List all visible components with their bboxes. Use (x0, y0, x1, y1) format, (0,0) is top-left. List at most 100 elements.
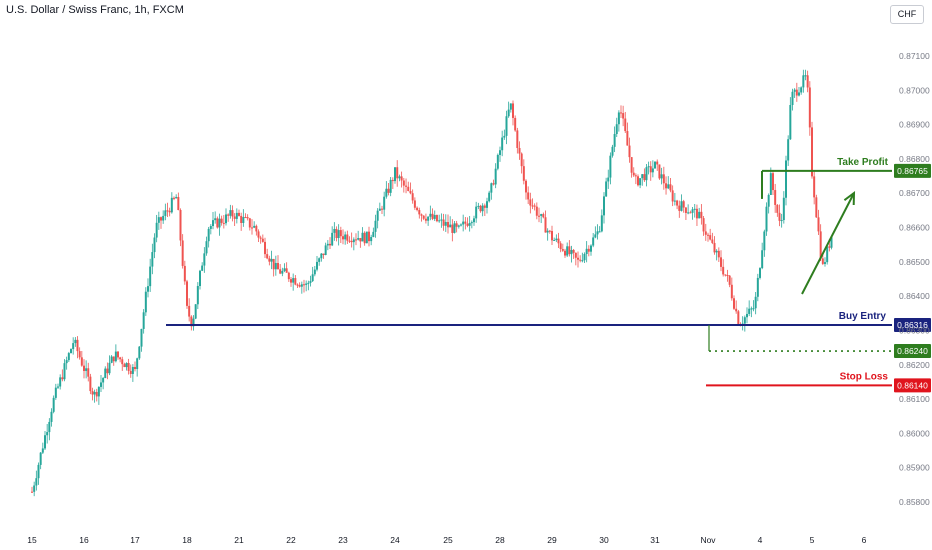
candle-body (776, 204, 779, 213)
candle-body (311, 274, 314, 282)
candle-body (294, 278, 297, 285)
candle-body (259, 237, 262, 239)
candle-body (431, 213, 434, 219)
candle-body (754, 296, 757, 309)
candle-body (274, 263, 277, 270)
candle-body (494, 168, 497, 185)
candle-body (106, 368, 109, 374)
candle-body (787, 139, 790, 161)
candle-body (649, 166, 652, 173)
candle-body (72, 343, 75, 350)
candle-body (383, 196, 386, 210)
candle-body (162, 215, 165, 221)
candle-body (74, 339, 77, 344)
candle-body (57, 386, 59, 388)
candle-body (153, 237, 156, 253)
candle-body (287, 272, 290, 280)
candle-body (190, 316, 193, 327)
candle-body (647, 166, 650, 168)
candle-body (722, 266, 725, 275)
candle-body (626, 131, 629, 146)
candle-body (553, 239, 556, 241)
candle-body (140, 328, 143, 347)
candle-body (225, 214, 227, 224)
candle-body (637, 176, 639, 186)
candle-body (359, 238, 362, 242)
price-axis: 0.85800 0.85900 0.86000 0.86100 0.86200 0.863… (899, 51, 930, 507)
candle-body (285, 268, 288, 273)
candle-body (546, 230, 549, 233)
candle-body (396, 167, 399, 179)
time-tick-label: 6 (862, 535, 867, 545)
candle-body (607, 177, 610, 182)
candle-body (695, 208, 698, 219)
candle-body (709, 235, 712, 240)
candle-body (767, 194, 770, 207)
candle-body (481, 205, 484, 212)
level-price-box (894, 317, 931, 332)
candle-body (350, 240, 353, 243)
candle-body (83, 365, 85, 371)
currency-button[interactable]: CHF (890, 5, 924, 24)
candle-body (548, 230, 551, 232)
candle-body (750, 308, 753, 310)
price-tick-label: 0.86800 (899, 154, 930, 164)
time-tick-label: 18 (182, 535, 192, 545)
candle-body (270, 258, 273, 262)
candle-body (138, 346, 141, 359)
candle-body (590, 245, 592, 252)
candle-body (479, 205, 482, 212)
candle-body (700, 211, 703, 219)
candle-body (46, 432, 49, 436)
candle-body (333, 228, 336, 233)
candle-body (181, 240, 184, 266)
price-tick-label: 0.85800 (899, 497, 930, 507)
candle-body (87, 368, 90, 377)
candle-body (622, 113, 625, 119)
candle-body (235, 212, 238, 219)
candle-body (78, 351, 81, 358)
candle-body (800, 87, 803, 93)
candle-body (789, 104, 792, 140)
candle-body (572, 249, 575, 253)
candle-body (142, 312, 145, 329)
candle-body (782, 197, 785, 221)
candle-body (748, 308, 751, 314)
candle-body (583, 253, 586, 261)
candle-body (733, 298, 735, 309)
candle-body (464, 221, 467, 224)
candle-body (110, 356, 113, 363)
candle-body (268, 258, 271, 262)
candle-body (255, 225, 258, 232)
candle-body (518, 147, 521, 154)
candle-body (329, 243, 331, 246)
candle-body (233, 216, 236, 219)
candle-body (307, 282, 310, 284)
candle-body (368, 231, 370, 242)
candle-body (357, 238, 360, 240)
candle-body (806, 75, 809, 88)
candle-body (123, 364, 126, 368)
candle-body (39, 452, 42, 465)
candle-body (352, 239, 355, 243)
candle-body (451, 224, 454, 233)
candle-body (566, 246, 569, 256)
candle-body (372, 231, 375, 237)
candle-body (320, 253, 323, 259)
candle-body (785, 160, 787, 198)
candle-body (577, 257, 579, 260)
candle-body (374, 220, 377, 232)
candle-body (538, 215, 540, 217)
price-tick-label: 0.86300 (899, 325, 930, 335)
candle-body (160, 217, 162, 221)
candle-body (713, 242, 716, 253)
candle-body (166, 210, 169, 212)
candle-body (559, 243, 562, 250)
candle-body (131, 366, 134, 374)
candle-body (798, 92, 800, 96)
candle-body (394, 167, 396, 182)
candle-body (203, 253, 206, 266)
level-price-box (894, 344, 931, 359)
candle-body (147, 286, 149, 292)
